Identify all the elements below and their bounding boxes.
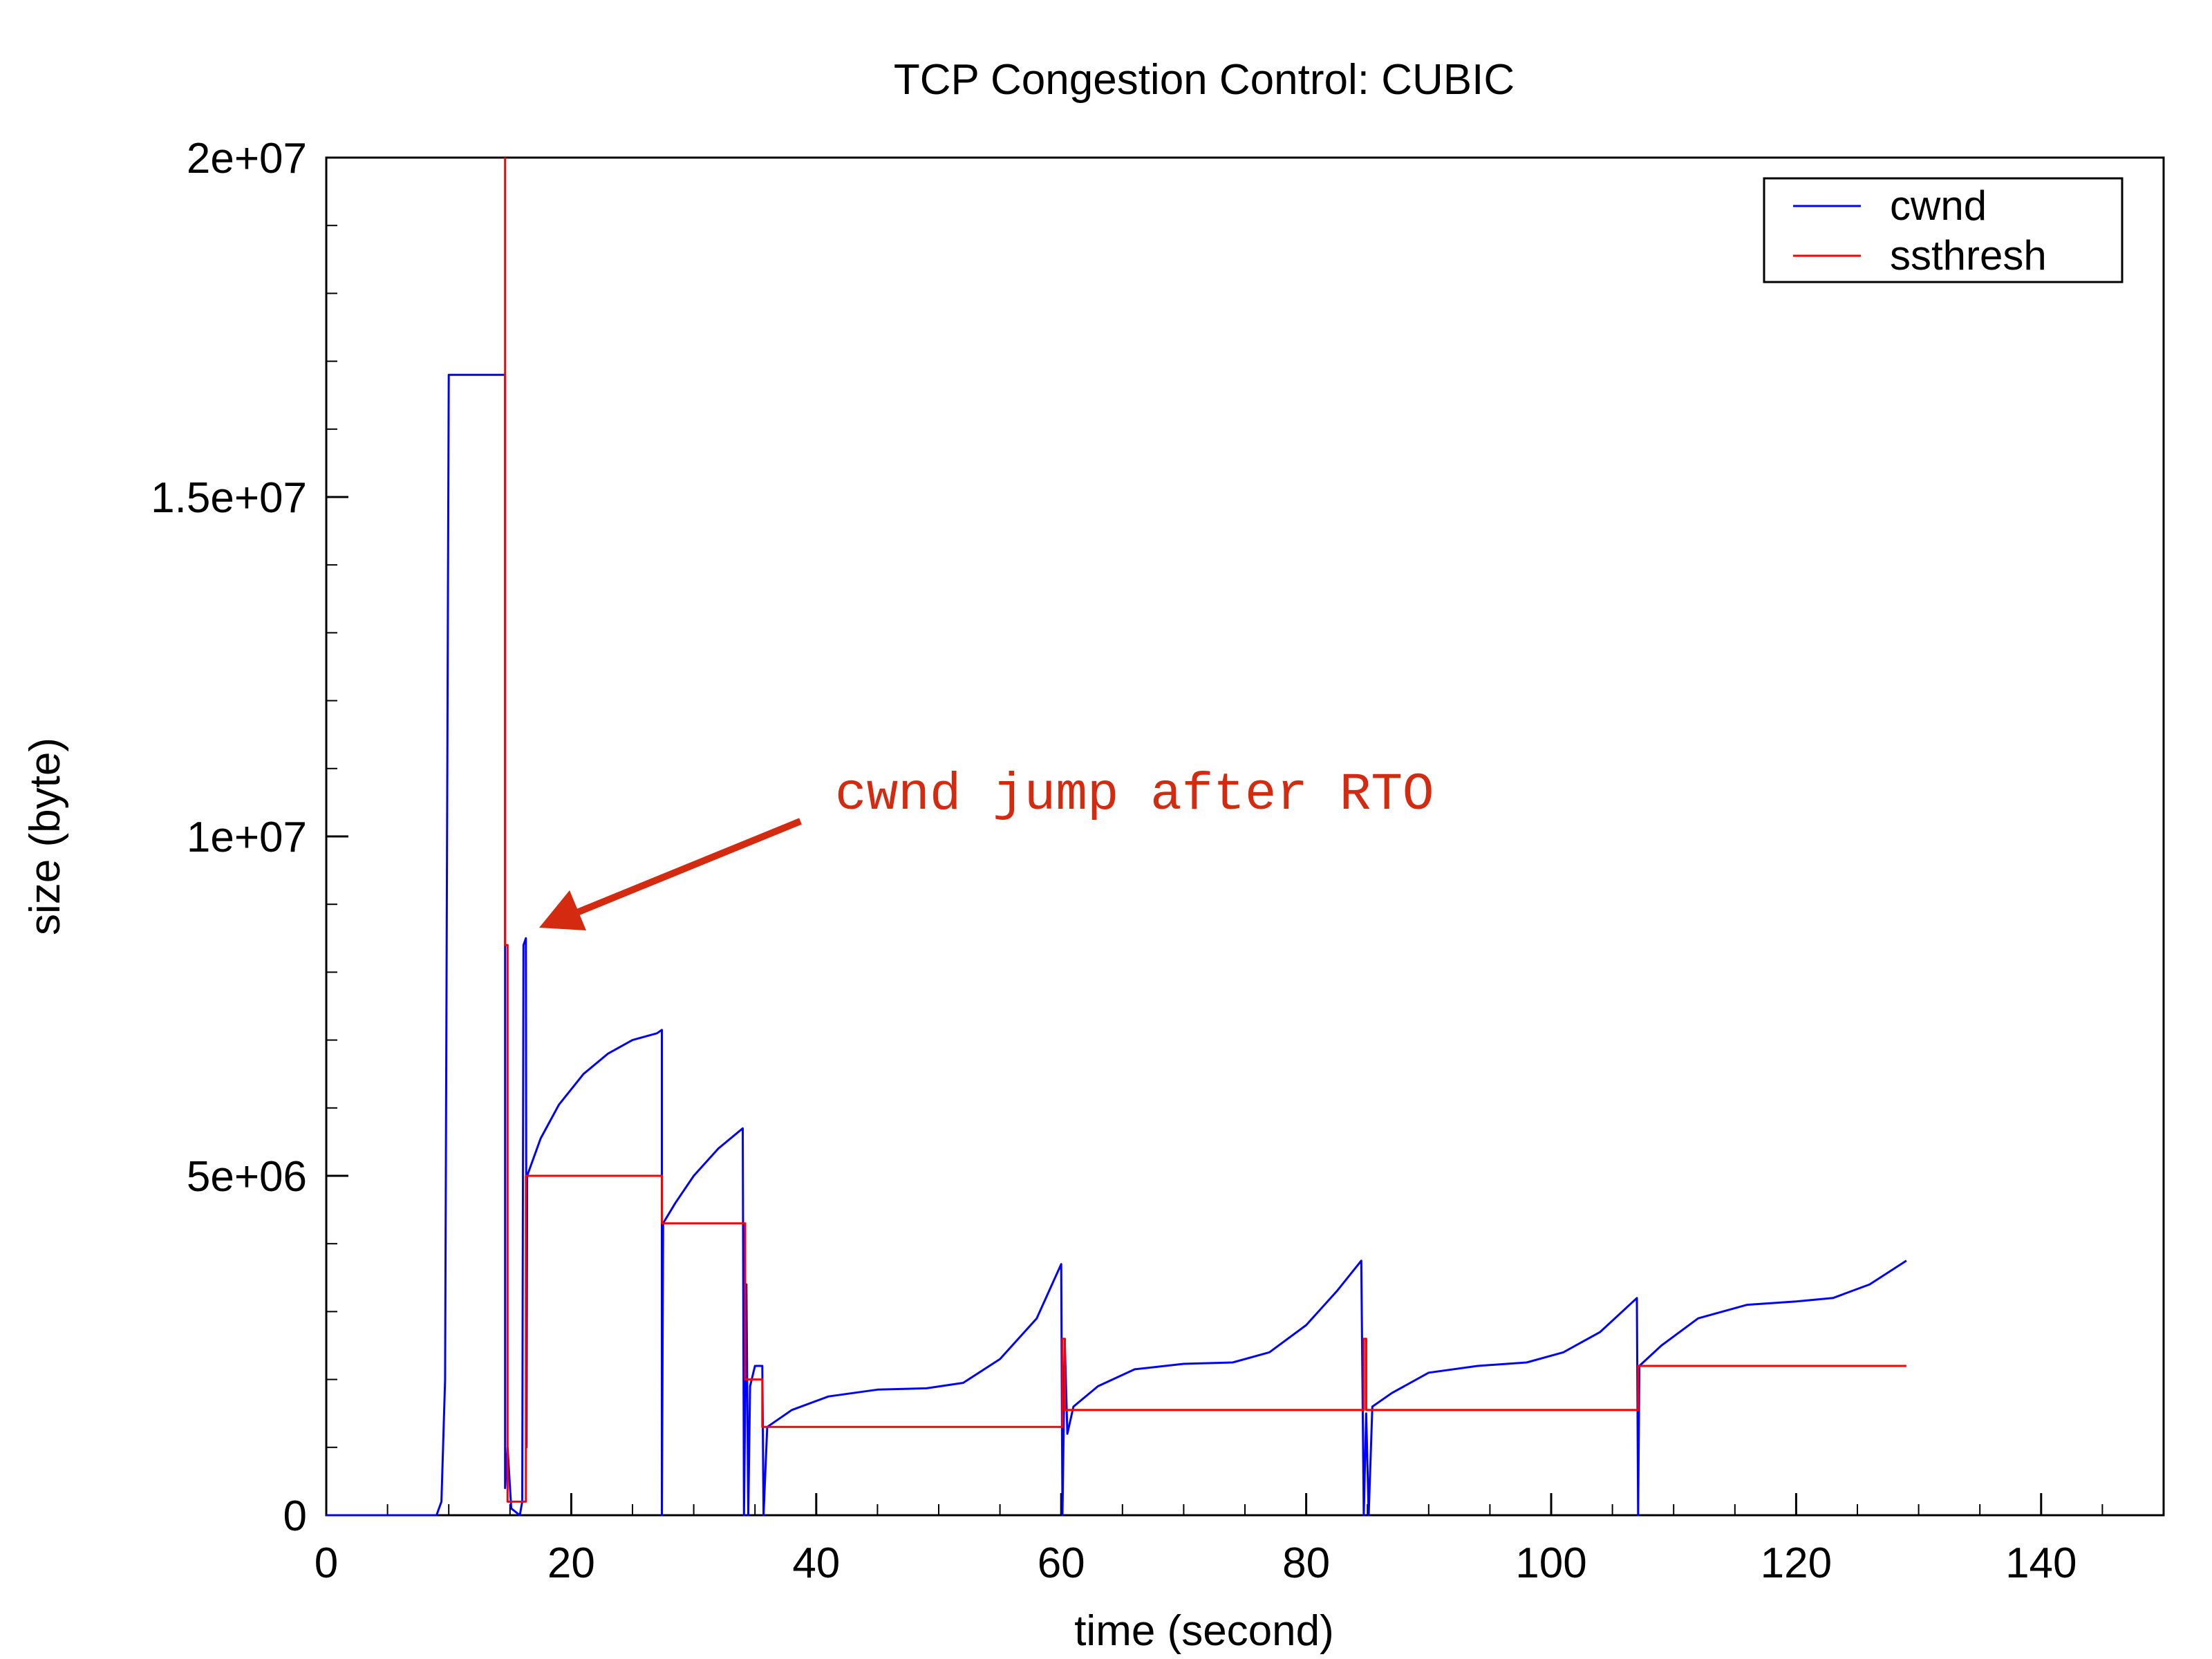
x-tick-label: 120 <box>1761 1539 1832 1587</box>
y-tick-label: 5e+06 <box>187 1153 307 1201</box>
series-line-ssthresh <box>504 158 1906 1503</box>
annotation: cwnd jump after RTO <box>539 765 1434 930</box>
chart-title: TCP Congestion Control: CUBIC <box>894 56 1515 104</box>
plot-frame <box>325 156 2165 1517</box>
series-layer <box>326 158 1907 1517</box>
legend-label-ssthresh: ssthresh <box>1890 232 2047 279</box>
x-axis-label: time (second) <box>1074 1607 1334 1655</box>
x-tick-label: 100 <box>1515 1539 1586 1587</box>
y-tick-label: 0 <box>283 1492 307 1540</box>
y-tick-label: 1.5e+07 <box>151 474 307 522</box>
legend-label-cwnd: cwnd <box>1890 182 1987 229</box>
legend-box <box>1763 177 2124 283</box>
plot-area: 0 20 40 60 80 100 120 140 0 5e+06 1e+07 1.5e+07 2e+0… <box>151 135 2165 1587</box>
x-tick-label: 0 <box>315 1539 338 1587</box>
legend: cwnd ssthresh <box>1763 177 2124 283</box>
annotation-text: cwnd jump after RTO <box>835 765 1434 825</box>
y-tick-label: 2e+07 <box>187 135 307 182</box>
x-tick-label: 40 <box>792 1539 840 1587</box>
annotation-arrow-head <box>539 890 586 930</box>
y-axis-label: size (byte) <box>21 738 69 935</box>
annotation-arrow-line <box>572 818 802 917</box>
x-tick-label: 20 <box>547 1539 595 1587</box>
axis-ticks: 0 20 40 60 80 100 120 140 0 5e+06 1e+07 1.5e+07 2e+0… <box>151 135 2103 1587</box>
series-line-cwnd <box>326 373 1907 1517</box>
x-tick-label: 140 <box>2005 1539 2077 1587</box>
x-tick-label: 60 <box>1038 1539 1085 1587</box>
y-tick-label: 1e+07 <box>187 814 307 861</box>
x-tick-label: 80 <box>1282 1539 1330 1587</box>
